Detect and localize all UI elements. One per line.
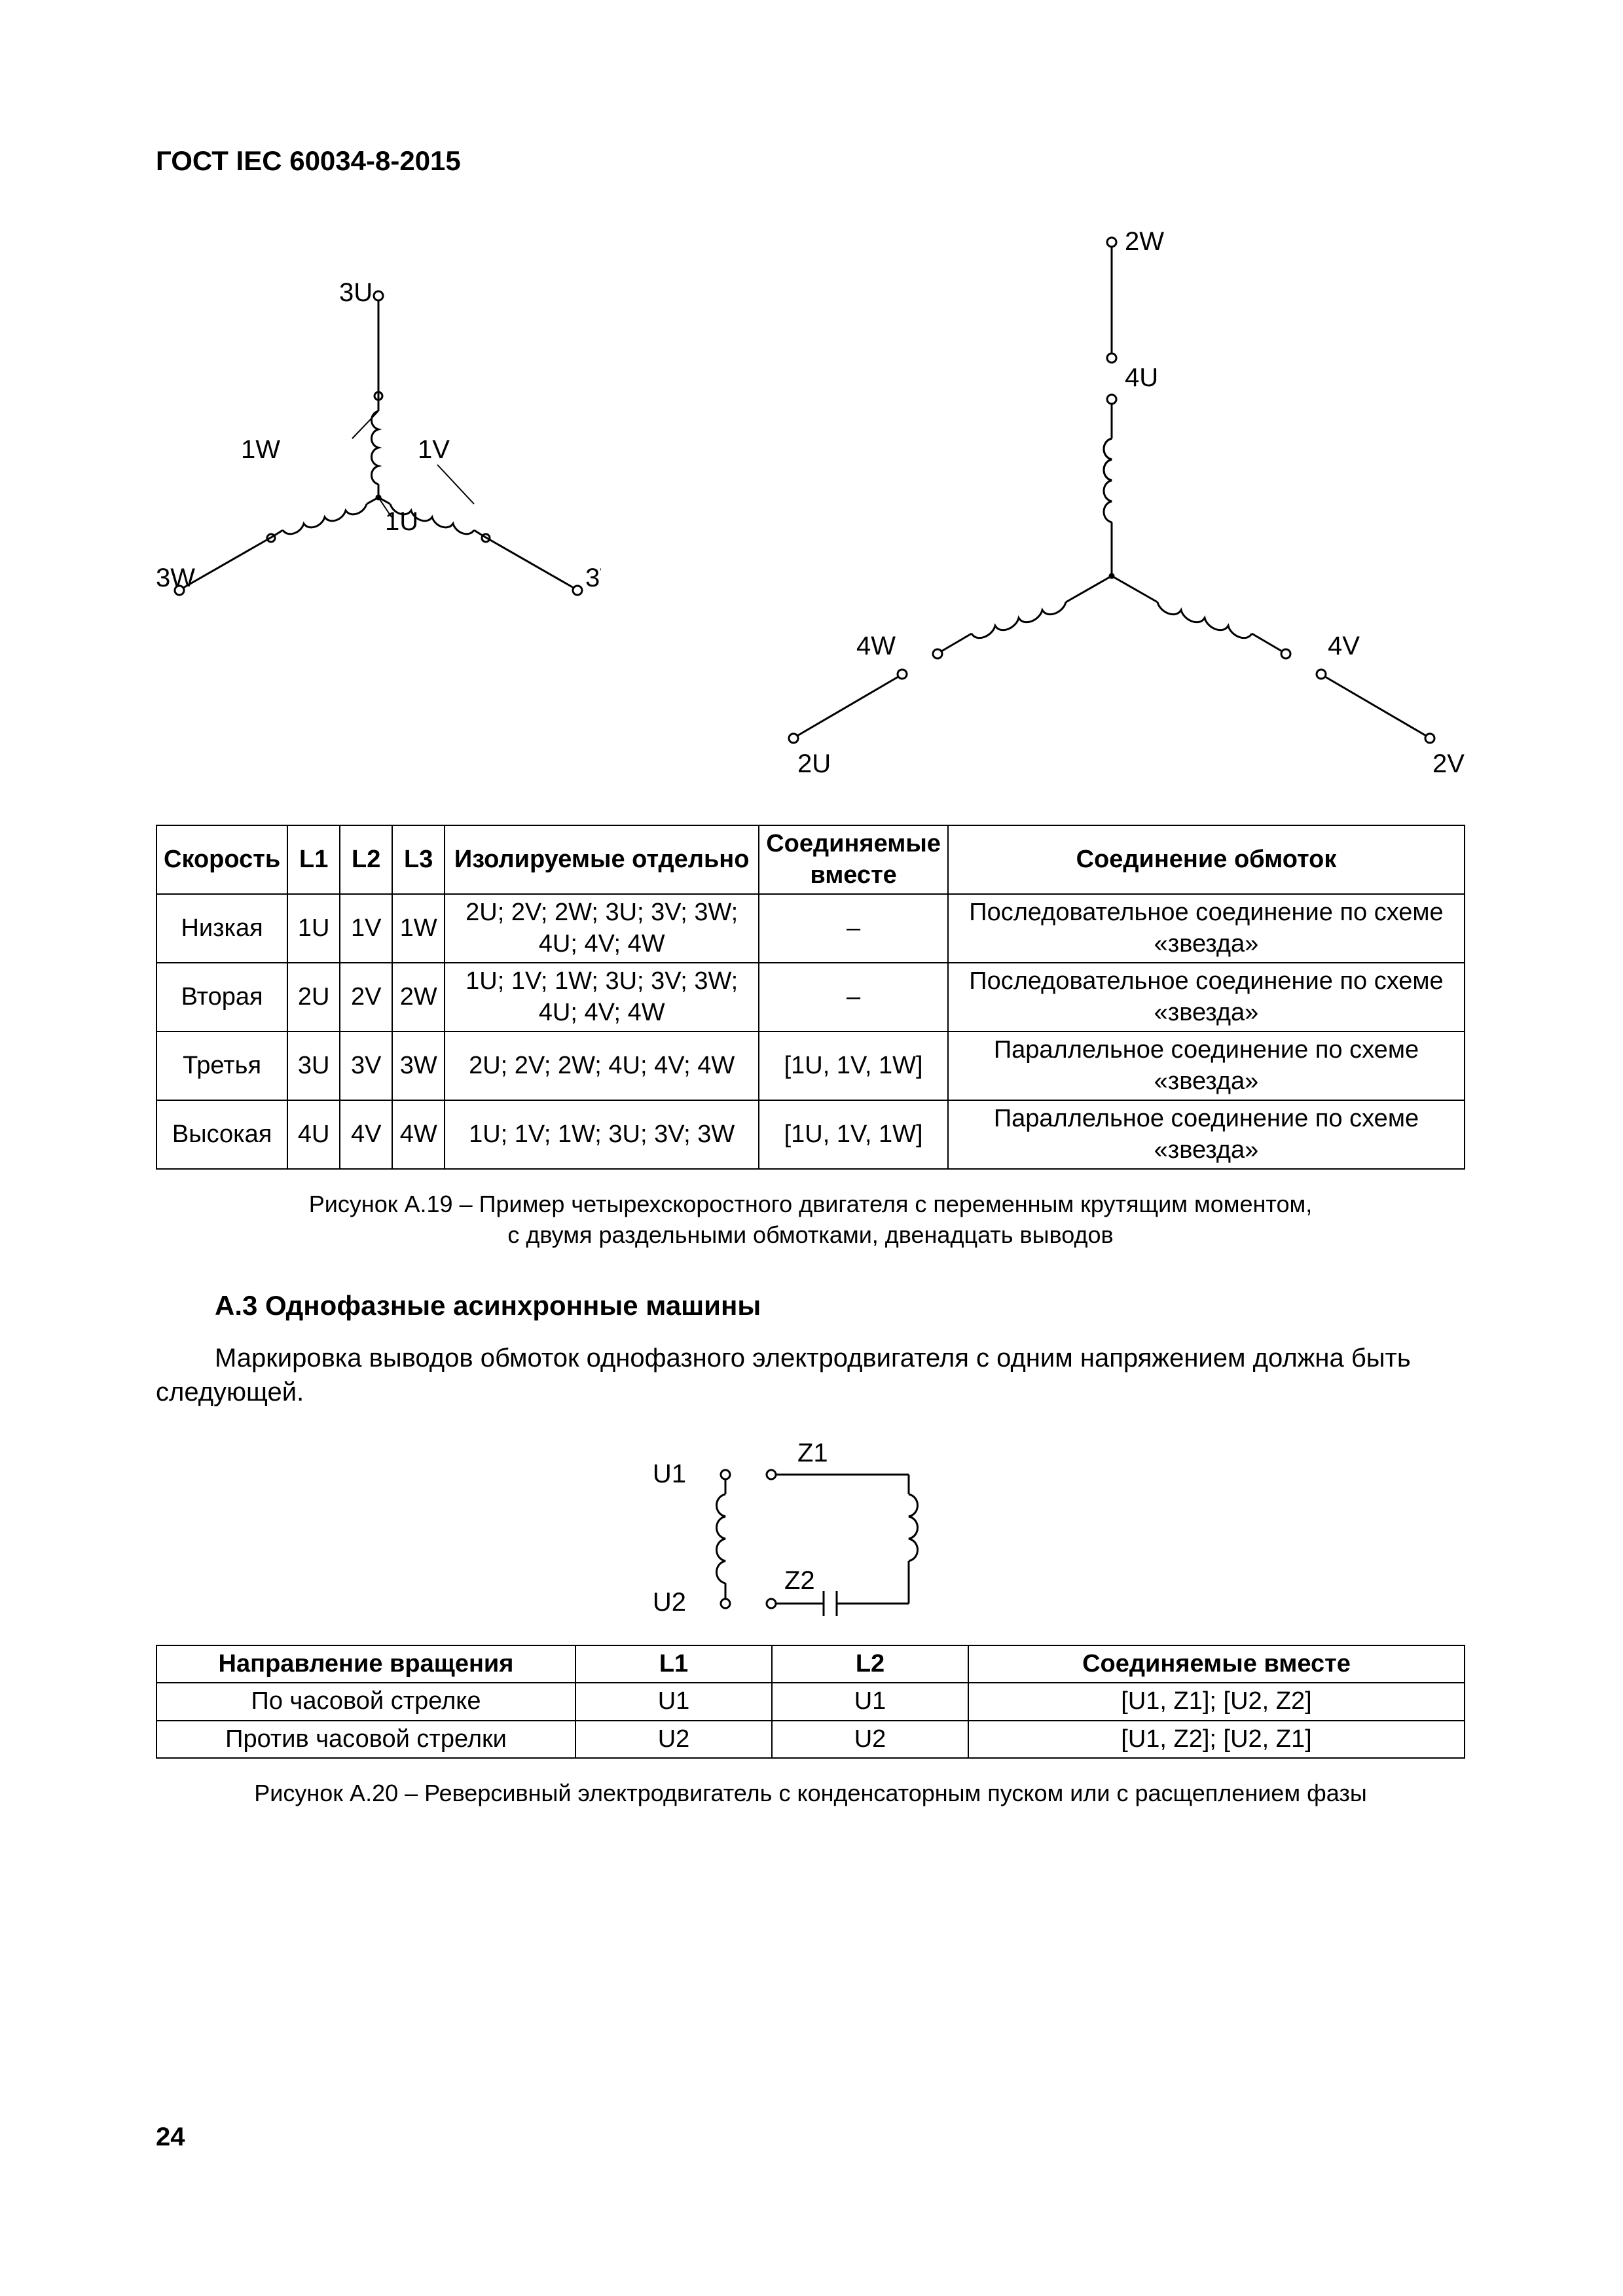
- lbl-2w: 2W: [1125, 227, 1164, 256]
- th: L1: [287, 825, 340, 894]
- table-row: Низкая 1U 1V 1W 2U; 2V; 2W; 3U; 3V; 3W; …: [156, 894, 1465, 963]
- th: Соединение обмоток: [948, 825, 1465, 894]
- lbl-u2: U2: [653, 1588, 686, 1617]
- section-heading-a3: А.3 Однофазные асинхронные машины: [215, 1290, 1465, 1321]
- td: 2V: [340, 963, 392, 1031]
- top-diagrams: 3U 1W 1V 1U 3W 3V: [156, 223, 1465, 798]
- doc-standard-id: ГОСТ IEC 60034-8-2015: [156, 145, 1465, 177]
- td: Последовательное соединение по схеме «зв…: [948, 894, 1465, 963]
- td: U2: [575, 1721, 772, 1759]
- table-row: Третья 3U 3V 3W 2U; 2V; 2W; 4U; 4V; 4W […: [156, 1031, 1465, 1100]
- th: L3: [392, 825, 445, 894]
- lbl-z2: Z2: [784, 1566, 815, 1595]
- lbl-1v: 1V: [418, 435, 450, 464]
- td: 2U; 2V; 2W; 3U; 3V; 3W; 4U; 4V; 4W: [445, 894, 759, 963]
- table-a19: Скорость L1 L2 L3 Изолируемые отдельно С…: [156, 825, 1465, 1170]
- td: 2U; 2V; 2W; 4U; 4V; 4W: [445, 1031, 759, 1100]
- th: L2: [772, 1645, 968, 1683]
- td: Против часовой стрелки: [156, 1721, 575, 1759]
- table-header-row: Скорость L1 L2 L3 Изолируемые отдельно С…: [156, 825, 1465, 894]
- th: Направление вращения: [156, 1645, 575, 1683]
- td: Параллельное соединение по схеме «звезда…: [948, 1031, 1465, 1100]
- td: U1: [575, 1683, 772, 1721]
- lbl-2u: 2U: [797, 749, 831, 778]
- lbl-4u: 4U: [1125, 363, 1158, 392]
- figure-caption-a19: Рисунок А.19 – Пример четырехскоростного…: [156, 1189, 1465, 1251]
- td: U2: [772, 1721, 968, 1759]
- diagram-a19-left: 3U 1W 1V 1U 3W 3V: [156, 223, 601, 798]
- td: 2U: [287, 963, 340, 1031]
- table-row: По часовой стрелке U1 U1 [U1, Z1]; [U2, …: [156, 1683, 1465, 1721]
- td: 4V: [340, 1100, 392, 1169]
- td: [U1, Z1]; [U2, Z2]: [968, 1683, 1465, 1721]
- td: Вторая: [156, 963, 287, 1031]
- figure-caption-a20: Рисунок А.20 – Реверсивный электродвигат…: [156, 1778, 1465, 1809]
- table-a20: Направление вращения L1 L2 Соединяемые в…: [156, 1645, 1465, 1759]
- th: Соединяемые вместе: [968, 1645, 1465, 1683]
- page-number: 24: [156, 2123, 185, 2152]
- lbl-4w: 4W: [856, 632, 896, 660]
- td: [1U, 1V, 1W]: [759, 1100, 948, 1169]
- td: 1W: [392, 894, 445, 963]
- caption-line: Рисунок А.19 – Пример четырехскоростного…: [309, 1191, 1312, 1217]
- td: Последовательное соединение по схеме «зв…: [948, 963, 1465, 1031]
- lbl-3v: 3V: [585, 564, 601, 592]
- td: U1: [772, 1683, 968, 1721]
- th: Изолируемые отдельно: [445, 825, 759, 894]
- lbl-3w: 3W: [156, 564, 195, 592]
- caption-line: с двумя раздельными обмотками, двенадцат…: [507, 1221, 1113, 1248]
- lbl-4v: 4V: [1328, 632, 1360, 660]
- td: [1U, 1V, 1W]: [759, 1031, 948, 1100]
- td: 2W: [392, 963, 445, 1031]
- td: 4W: [392, 1100, 445, 1169]
- table-row: Высокая 4U 4V 4W 1U; 1V; 1W; 3U; 3V; 3W …: [156, 1100, 1465, 1169]
- lbl-2v: 2V: [1432, 749, 1465, 778]
- para-text: Маркировка выводов обмоток однофазного э…: [156, 1344, 1411, 1407]
- td: –: [759, 894, 948, 963]
- td: 1V: [340, 894, 392, 963]
- td: [U1, Z2]; [U2, Z1]: [968, 1721, 1465, 1759]
- diagram-a19-right: 2W 4U 4W 4V 2U 2V: [758, 223, 1465, 798]
- table-row: Против часовой стрелки U2 U2 [U1, Z2]; […: [156, 1721, 1465, 1759]
- td: 1U; 1V; 1W; 3U; 3V; 3W: [445, 1100, 759, 1169]
- lbl-1u: 1U: [385, 507, 418, 536]
- lbl-1w: 1W: [241, 435, 280, 464]
- td: –: [759, 963, 948, 1031]
- td: 3W: [392, 1031, 445, 1100]
- caption-line: Рисунок А.20 – Реверсивный электродвигат…: [254, 1780, 1366, 1806]
- table-row: Вторая 2U 2V 2W 1U; 1V; 1W; 3U; 3V; 3W; …: [156, 963, 1465, 1031]
- paragraph: Маркировка выводов обмоток однофазного э…: [156, 1341, 1465, 1409]
- td: 3V: [340, 1031, 392, 1100]
- td: Высокая: [156, 1100, 287, 1169]
- td: Третья: [156, 1031, 287, 1100]
- td: 3U: [287, 1031, 340, 1100]
- lbl-z1: Z1: [797, 1439, 828, 1467]
- lbl-u1: U1: [653, 1460, 686, 1488]
- td: По часовой стрелке: [156, 1683, 575, 1721]
- diagram-a20: U1 U2 Z1 Z2: [156, 1429, 1465, 1625]
- th: Скорость: [156, 825, 287, 894]
- table-header-row: Направление вращения L1 L2 Соединяемые в…: [156, 1645, 1465, 1683]
- th: Соединяемые вместе: [759, 825, 948, 894]
- th: L1: [575, 1645, 772, 1683]
- td: Низкая: [156, 894, 287, 963]
- td: Параллельное соединение по схеме «звезда…: [948, 1100, 1465, 1169]
- lbl-3u: 3U: [339, 278, 373, 307]
- th: L2: [340, 825, 392, 894]
- td: 1U: [287, 894, 340, 963]
- td: 4U: [287, 1100, 340, 1169]
- td: 1U; 1V; 1W; 3U; 3V; 3W; 4U; 4V; 4W: [445, 963, 759, 1031]
